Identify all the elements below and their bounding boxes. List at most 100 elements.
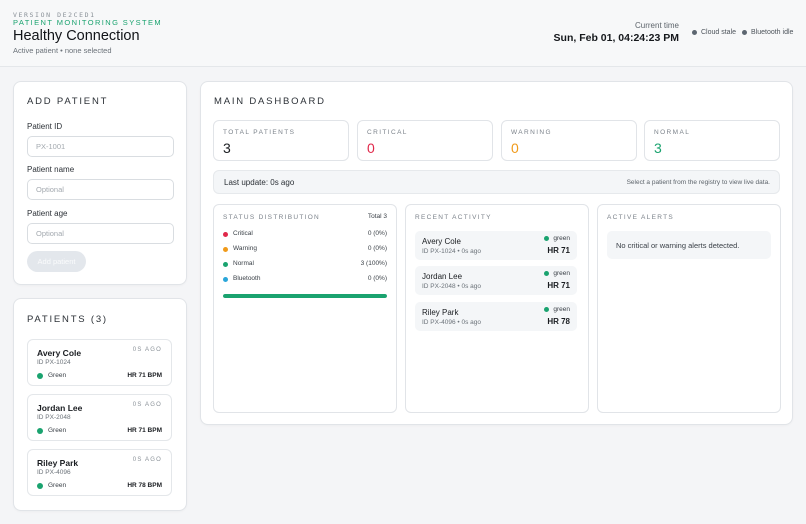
normal-dot-icon [223,262,228,267]
last-update-text: Last update: 0s ago [224,178,295,187]
patient-status: Green [37,427,66,434]
normal-progress-fill [223,294,387,298]
activity-item[interactable]: Jordan Lee ID PX-2048 • 0s ago green HR … [415,266,577,295]
status-distribution-panel: STATUS DISTRIBUTION Total 3 Critical 0 (… [213,204,397,413]
distribution-row-bluetooth: Bluetooth 0 (0%) [223,275,387,285]
activity-item[interactable]: Avery Cole ID PX-1024 • 0s ago green HR … [415,231,577,260]
current-time-value: Sun, Feb 01, 04:24:23 PM [553,32,679,44]
distribution-row-label: Warning [233,245,257,252]
select-patient-hint: Select a patient from the registry to vi… [626,179,770,186]
patient-heart-rate: HR 71 BPM [127,427,162,434]
normal-progress-bar [223,294,387,298]
status-distribution-total: Total 3 [367,213,387,220]
activity-patient-meta: ID PX-4096 • 0s ago [422,319,482,326]
activity-heart-rate: HR 78 [547,317,570,326]
stat-critical: CRITICAL 0 [357,120,493,161]
patient-list-item[interactable]: Avery Cole 0S AGO ID PX-1024 Green HR 71… [27,339,172,386]
alerts-empty-state: No critical or warning alerts detected. [607,231,771,259]
patient-last-seen: 0S AGO [132,347,162,353]
distribution-row-value: 3 (100%) [360,260,387,267]
active-alerts-title: ACTIVE ALERTS [607,214,674,221]
stat-total-patients: TOTAL PATIENTS 3 [213,120,349,161]
status-dot-icon [544,307,550,312]
patient-id-label: Patient ID [27,122,63,131]
activity-patient-name: Avery Cole [422,237,461,246]
stat-warning: WARNING 0 [501,120,637,161]
patient-status-label: Green [48,372,67,379]
active-patient-subtitle: Active patient • none selected [13,46,112,55]
add-patient-title: ADD PATIENT [27,96,109,107]
recent-activity-title: RECENT ACTIVITY [415,214,492,221]
patient-list-item[interactable]: Jordan Lee 0S AGO ID PX-2048 Green HR 71… [27,394,172,441]
bluetooth-dot-icon [223,277,228,282]
add-patient-button[interactable]: Add patient [27,251,86,272]
add-patient-card: ADD PATIENT Patient ID Patient name Pati… [13,81,187,285]
stat-label: CRITICAL [367,129,408,136]
active-alerts-panel: ACTIVE ALERTS No critical or warning ale… [597,204,781,413]
activity-status-label: green [553,306,570,313]
activity-heart-rate: HR 71 [547,246,570,255]
patient-name: Avery Cole [37,348,82,358]
stat-value: 3 [223,140,231,156]
activity-status: green [544,270,570,277]
patient-id: ID PX-4096 [37,469,71,476]
activity-heart-rate: HR 71 [547,281,570,290]
recent-activity-panel: RECENT ACTIVITY Avery Cole ID PX-1024 • … [405,204,589,413]
status-distribution-title: STATUS DISTRIBUTION [223,214,321,221]
stat-label: NORMAL [654,129,691,136]
cloud-status-dot-icon [692,30,697,35]
stat-value: 3 [654,140,662,156]
critical-dot-icon [223,232,228,237]
patient-name-input[interactable] [27,179,174,200]
main-dashboard-title: MAIN DASHBOARD [214,96,326,107]
patient-name: Jordan Lee [37,403,83,413]
status-dot-icon [544,236,550,241]
distribution-row-normal: Normal 3 (100%) [223,260,387,270]
system-name: PATIENT MONITORING SYSTEM [13,18,163,27]
activity-status: green [544,306,570,313]
activity-item[interactable]: Riley Park ID PX-4096 • 0s ago green HR … [415,302,577,331]
status-dot-icon [37,427,43,434]
patients-card: PATIENTS (3) Avery Cole 0S AGO ID PX-102… [13,298,187,511]
stat-value: 0 [511,140,519,156]
patient-status-label: Green [48,427,67,434]
status-dot-icon [37,372,43,379]
page-title: Healthy Connection [13,28,140,44]
distribution-row-value: 0 (0%) [367,230,387,237]
activity-patient-name: Riley Park [422,308,459,317]
distribution-row-warning: Warning 0 (0%) [223,245,387,255]
distribution-row-label: Bluetooth [233,275,261,282]
activity-status-label: green [553,235,570,242]
bluetooth-status-dot-icon [742,30,747,35]
distribution-row-label: Normal [233,260,254,267]
activity-patient-meta: ID PX-2048 • 0s ago [422,283,482,290]
cloud-status: Cloud stale [692,29,736,36]
distribution-row-label: Critical [233,230,253,237]
stat-value: 0 [367,140,375,156]
patient-name-label: Patient name [27,165,75,174]
activity-patient-name: Jordan Lee [422,272,463,281]
patient-id-input[interactable] [27,136,174,157]
distribution-row-value: 0 (0%) [367,275,387,282]
warning-dot-icon [223,247,228,252]
patient-id: ID PX-2048 [37,414,71,421]
bluetooth-status-label: Bluetooth idle [751,29,794,36]
patient-id: ID PX-1024 [37,359,71,366]
patients-title: PATIENTS (3) [27,314,108,325]
patient-name: Riley Park [37,458,79,468]
stat-label: TOTAL PATIENTS [223,129,296,136]
patient-age-label: Patient age [27,209,68,218]
activity-status: green [544,235,570,242]
distribution-row-critical: Critical 0 (0%) [223,230,387,240]
version-label: VERSION DE2CED1 [13,11,96,19]
patient-status: Green [37,482,66,489]
activity-status-label: green [553,270,570,277]
patient-list-item[interactable]: Riley Park 0S AGO ID PX-4096 Green HR 78… [27,449,172,496]
app-header: VERSION DE2CED1 PATIENT MONITORING SYSTE… [0,0,806,67]
stat-label: WARNING [511,129,552,136]
status-dot-icon [544,271,550,276]
last-update-bar: Last update: 0s ago Select a patient fro… [213,170,780,194]
patient-last-seen: 0S AGO [132,457,162,463]
patient-status-label: Green [48,482,67,489]
patient-age-input[interactable] [27,223,174,244]
